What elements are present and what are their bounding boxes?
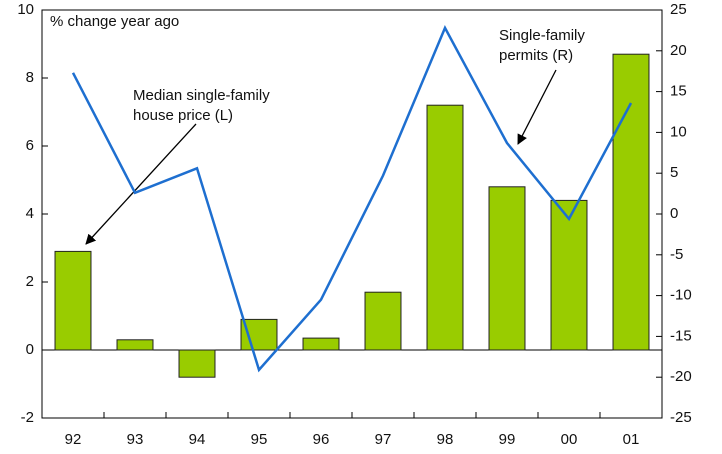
arrow: [85, 123, 197, 245]
y2-tick-label: 5: [670, 164, 678, 181]
x-tick-label: 96: [313, 431, 330, 448]
y2-tick-label: -5: [670, 246, 683, 263]
x-tick-label: 99: [499, 431, 516, 448]
y-tick-label: -2: [21, 409, 34, 426]
series-label: Median single-family house price (L): [133, 87, 270, 124]
bar: [178, 349, 216, 378]
y2-tick-label: -20: [670, 368, 692, 385]
y-tick-label: 8: [26, 69, 34, 86]
y2-tick-label: 15: [670, 83, 687, 100]
x-tick-label: 01: [623, 431, 640, 448]
x-tick-label: 92: [65, 431, 82, 448]
y2-tick-label: -10: [670, 287, 692, 304]
y2-tick-label: 20: [670, 42, 687, 59]
y-tick-label: 6: [26, 137, 34, 154]
y2-tick-label: 25: [670, 1, 687, 18]
x-tick-label: 97: [375, 431, 392, 448]
bar: [612, 53, 650, 351]
y2-tick-label: 10: [670, 123, 687, 140]
x-tick-label: 98: [437, 431, 454, 448]
arrow: [517, 69, 557, 145]
bar: [426, 104, 464, 351]
y2-tick-label: -25: [670, 409, 692, 426]
bar: [488, 186, 526, 351]
bar: [364, 291, 402, 351]
series-label: Single-family permits (R): [499, 27, 585, 64]
x-tick-label: 93: [127, 431, 144, 448]
x-tick-label: 00: [561, 431, 578, 448]
line: [71, 25, 633, 373]
y2-tick-label: -15: [670, 327, 692, 344]
x-tick-label: 95: [251, 431, 268, 448]
y-tick-label: 10: [17, 1, 34, 18]
y-tick-label: 4: [26, 205, 34, 222]
bar: [116, 339, 154, 351]
y2-tick-label: 0: [670, 205, 678, 222]
bar: [550, 199, 588, 351]
plot-frame: [41, 9, 663, 419]
bar: [240, 318, 278, 351]
bar: [302, 337, 340, 351]
y-tick-label: 0: [26, 341, 34, 358]
annotation: % change year ago: [50, 13, 179, 30]
bar: [54, 250, 92, 351]
x-tick-label: 94: [189, 431, 206, 448]
y-tick-label: 2: [26, 273, 34, 290]
